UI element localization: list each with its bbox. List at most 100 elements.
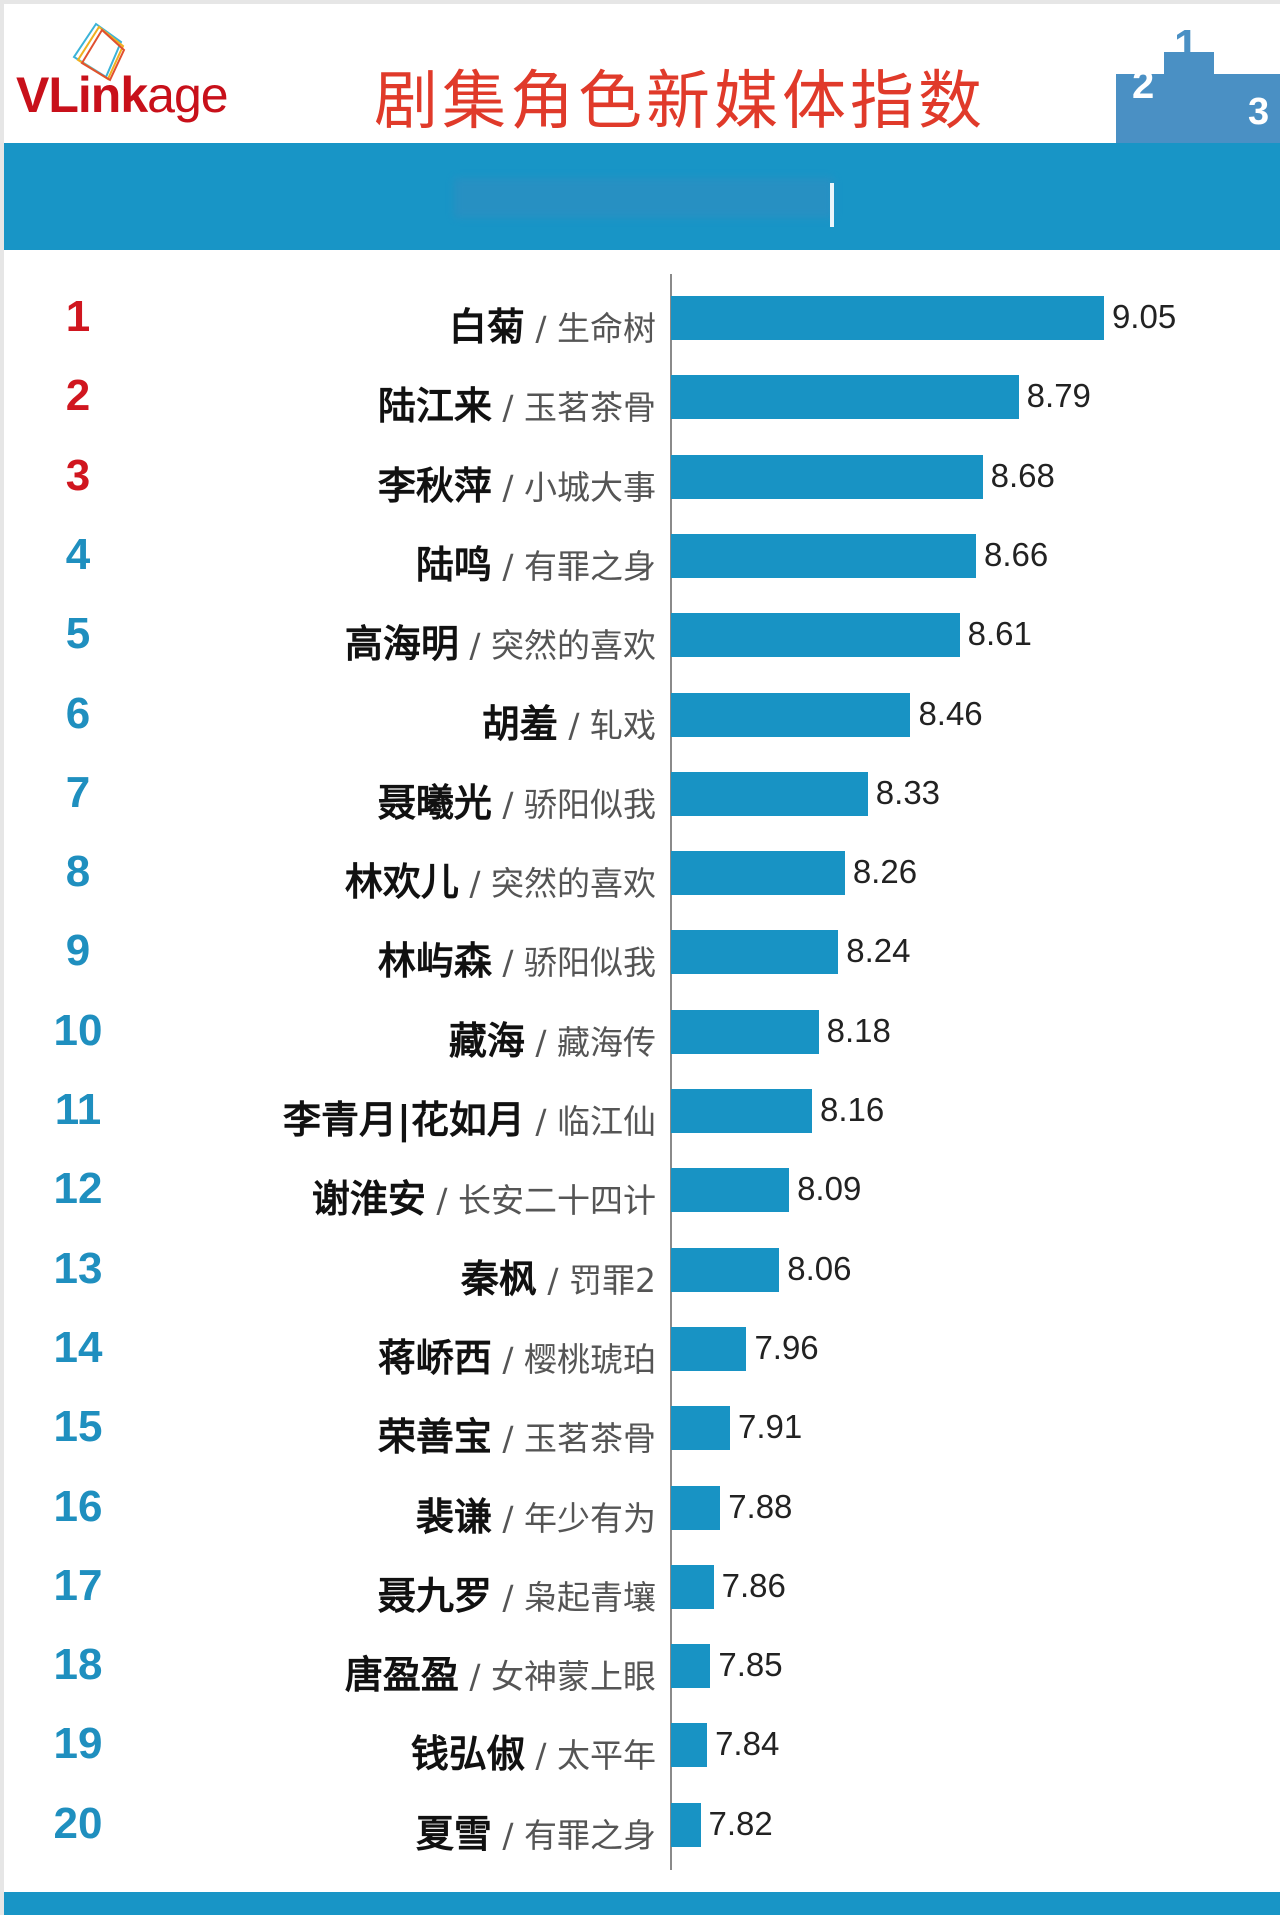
data-label: 8.79	[1026, 377, 1091, 415]
bar	[671, 1485, 721, 1530]
chart-row: 16 裴谦 / 年少有为 7.88	[4, 1478, 1280, 1541]
rank-number: 2	[65, 371, 91, 421]
chart-row: 11 李青月|花如月 / 临江仙 8.16	[4, 1081, 1280, 1144]
show-title: 小城大事	[524, 467, 656, 507]
rank-number: 20	[53, 1798, 103, 1848]
character-name: 聂九罗	[377, 1573, 492, 1618]
separator: /	[535, 309, 547, 348]
rank-number: 9	[65, 926, 91, 976]
separator: /	[469, 626, 481, 666]
logo-text-light: age	[147, 67, 228, 123]
bar	[671, 533, 977, 578]
character-name: 秦枫	[460, 1256, 537, 1301]
data-label: 7.86	[721, 1566, 786, 1604]
character-name: 钱弘俶	[410, 1732, 525, 1777]
data-label: 7.85	[718, 1646, 783, 1684]
rank-number: 16	[53, 1481, 103, 1531]
podium-digit-1: 1	[1174, 24, 1198, 70]
rank-number: 13	[53, 1243, 103, 1293]
category-label: 聂九罗 / 枭起青壤	[378, 1565, 656, 1620]
data-label: 8.46	[918, 694, 983, 732]
chart-row: 10 藏海 / 藏海传 8.18	[4, 1002, 1280, 1063]
category-label: 白菊 / 生命树	[449, 296, 656, 351]
rank-number: 8	[65, 847, 91, 897]
bar	[671, 1644, 711, 1689]
bar	[671, 613, 960, 658]
data-label: 7.88	[728, 1487, 793, 1525]
show-title: 突然的喜欢	[491, 864, 656, 904]
separator: /	[502, 467, 514, 507]
show-title: 罚罪2	[569, 1260, 656, 1300]
character-name: 陆鸣	[415, 542, 492, 587]
bar	[671, 375, 1019, 420]
category-label: 李青月|花如月 / 临江仙	[283, 1089, 656, 1144]
chart-row: 14 蒋峤西 / 樱桃琥珀 7.96	[4, 1319, 1280, 1382]
character-name: 林屿森	[377, 939, 492, 984]
rank-number: 6	[65, 688, 91, 738]
rank-number: 7	[65, 767, 91, 817]
bar	[671, 454, 983, 499]
show-title: 生命树	[557, 309, 656, 348]
podium-digit-2: 2	[1132, 63, 1154, 107]
show-title: 骄阳似我	[524, 943, 656, 983]
character-name: 荣善宝	[377, 1415, 492, 1460]
separator: /	[547, 1260, 559, 1300]
category-label: 陆江来 / 玉茗茶骨	[378, 375, 656, 430]
show-title: 长安二十四计	[458, 1181, 656, 1221]
podium-icon: 2 1 3	[1116, 24, 1280, 146]
rank-number: 11	[54, 1085, 102, 1134]
category-label: 裴谦 / 年少有为	[416, 1486, 656, 1541]
page-title: 剧集角色新媒体指数	[374, 65, 986, 139]
rank-number: 10	[53, 1005, 103, 1055]
show-title: 临江仙	[557, 1102, 656, 1141]
separator: /	[535, 1102, 547, 1141]
chart-row: 6 胡羞 / 轧戏 8.46	[4, 685, 1280, 746]
rank-number: 15	[53, 1402, 103, 1452]
category-label: 高海明 / 突然的喜欢	[345, 613, 656, 668]
chart-row: 13 秦枫 / 罚罪2 8.06	[4, 1240, 1280, 1303]
chart-row: 19 钱弘俶 / 太平年 7.84	[4, 1715, 1280, 1777]
character-name: 李秋萍	[377, 463, 492, 508]
chart-row: 4 陆鸣 / 有罪之身 8.66	[4, 526, 1280, 587]
bar	[671, 771, 868, 816]
category-label: 林欢儿 / 突然的喜欢	[345, 851, 656, 906]
separator: /	[502, 388, 514, 428]
bar	[671, 1723, 708, 1768]
show-title: 玉茗茶骨	[524, 1419, 656, 1459]
character-name: 夏雪	[415, 1811, 492, 1856]
separator: /	[502, 1577, 514, 1617]
bar	[671, 1009, 819, 1054]
y-axis-line	[670, 274, 672, 1870]
data-label: 9.05	[1111, 298, 1177, 335]
separator: /	[436, 1181, 448, 1221]
vlinkage-logo: VLinkage	[16, 22, 286, 124]
chart-row: 9 林屿森 / 骄阳似我 8.24	[4, 922, 1280, 984]
separator: /	[502, 784, 514, 824]
chart-row: 8 林欢儿 / 突然的喜欢 8.26	[4, 843, 1280, 906]
chart-row: 15 荣善宝 / 玉茗茶骨 7.91	[4, 1398, 1280, 1460]
data-label: 7.82	[708, 1804, 773, 1842]
show-title: 有罪之身	[524, 1815, 656, 1855]
separator: /	[502, 1498, 514, 1538]
bar	[671, 1406, 731, 1451]
data-label: 8.18	[826, 1011, 891, 1049]
logo-text-bold: VLink	[16, 67, 148, 123]
show-title: 有罪之身	[524, 546, 656, 586]
category-label: 秦枫 / 罚罪2	[461, 1248, 656, 1303]
bar	[671, 1326, 747, 1371]
chart-row: 2 陆江来 / 玉茗茶骨 8.79	[4, 367, 1280, 430]
data-label: 8.16	[820, 1091, 885, 1128]
rank-number: 12	[53, 1164, 103, 1214]
separator: /	[502, 546, 514, 586]
separator: /	[502, 943, 514, 983]
bar	[671, 1089, 813, 1133]
category-label: 蒋峤西 / 樱桃琥珀	[378, 1327, 656, 1382]
data-label: 8.24	[846, 932, 911, 970]
separator: /	[469, 1657, 481, 1697]
character-name: 陆江来	[377, 384, 492, 429]
bar	[671, 1247, 780, 1292]
data-label: 8.26	[852, 853, 918, 891]
bar	[671, 692, 911, 737]
separator: /	[535, 1022, 547, 1062]
chart-row: 20 夏雪 / 有罪之身 7.82	[4, 1795, 1280, 1856]
